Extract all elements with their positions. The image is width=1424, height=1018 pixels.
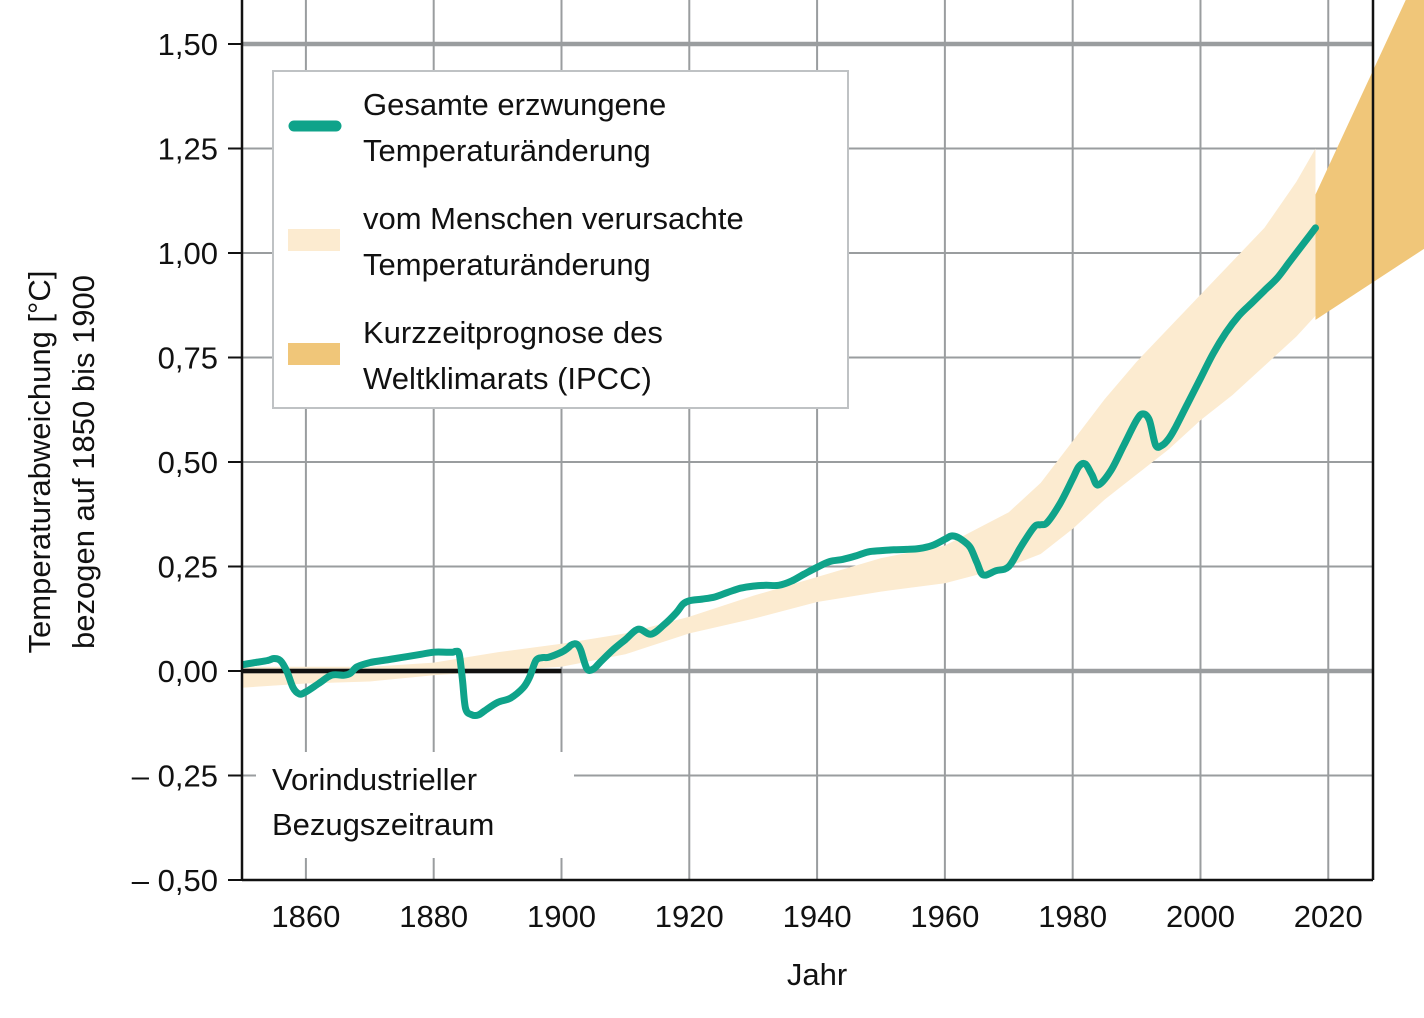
forecast_band-band bbox=[1315, 0, 1424, 320]
annotation-label: Vorindustrieller bbox=[272, 762, 477, 797]
legend-label: vom Menschen verursachte bbox=[363, 201, 744, 236]
human_band-band bbox=[242, 148, 1316, 688]
y-tick-label: 0,25 bbox=[158, 550, 218, 585]
reference-lines bbox=[242, 41, 1373, 674]
series-lines bbox=[242, 224, 1319, 720]
y-tick-label: 1,00 bbox=[158, 236, 218, 271]
y-tick-label: 0,50 bbox=[158, 445, 218, 480]
legend-label: Kurzzeitprognose des bbox=[363, 315, 663, 350]
annotation-label: Bezugszeitraum bbox=[272, 807, 494, 842]
legend-label: Gesamte erzwungene bbox=[363, 87, 666, 122]
legend-label: Weltklimarats (IPCC) bbox=[363, 361, 652, 396]
x-tick-label: 1960 bbox=[910, 899, 979, 934]
y-tick-label: – 0,25 bbox=[132, 759, 218, 794]
annotation: Vorindustrieller Bezugszeitraum bbox=[256, 752, 574, 858]
y-tick-label: 1,25 bbox=[158, 132, 218, 167]
tick-labels: 1860 1880 1900 1920 1940 1960 1980 2000 2020 1,50… bbox=[132, 27, 1363, 934]
legend-label: Temperaturänderung bbox=[363, 133, 651, 168]
y-axis-label-line: Temperaturabweichung [°C] bbox=[22, 271, 57, 654]
x-tick-label: 1980 bbox=[1038, 899, 1107, 934]
total-line bbox=[242, 224, 1319, 720]
legend-swatch-forecast_band bbox=[288, 343, 340, 365]
x-tick-label: 2000 bbox=[1166, 899, 1235, 934]
y-tick-label: 1,50 bbox=[158, 27, 218, 62]
y-tick-label: – 0,50 bbox=[132, 863, 218, 898]
y-tick-label: 0,00 bbox=[158, 654, 218, 689]
annotation-backdrop bbox=[256, 752, 574, 858]
legend-swatch-human_band bbox=[288, 229, 340, 251]
legend-box bbox=[272, 70, 849, 409]
x-tick-label: 1880 bbox=[399, 899, 468, 934]
x-tick-label: 1900 bbox=[527, 899, 596, 934]
legend: Gesamte erzwungene Temperaturänderung vom … bbox=[272, 70, 849, 409]
x-tick-label: 1940 bbox=[783, 899, 852, 934]
y-axis-label: Temperaturabweichung [°C] bezogen auf 185… bbox=[22, 271, 101, 654]
y-tick-label: 0,75 bbox=[158, 341, 218, 376]
plot-frame bbox=[240, 0, 1375, 882]
x-tick-label: 2020 bbox=[1294, 899, 1363, 934]
axis-labels: Jahr Temperaturabweichung [°C] bezogen auf… bbox=[22, 271, 847, 992]
x-axis-label: Jahr bbox=[787, 957, 847, 992]
y-axis-label-line: bezogen auf 1850 bis 1900 bbox=[66, 275, 101, 649]
x-tick-label: 1860 bbox=[271, 899, 340, 934]
bands bbox=[242, 0, 1424, 688]
legend-label: Temperaturänderung bbox=[363, 247, 651, 282]
x-tick-label: 1920 bbox=[655, 899, 724, 934]
